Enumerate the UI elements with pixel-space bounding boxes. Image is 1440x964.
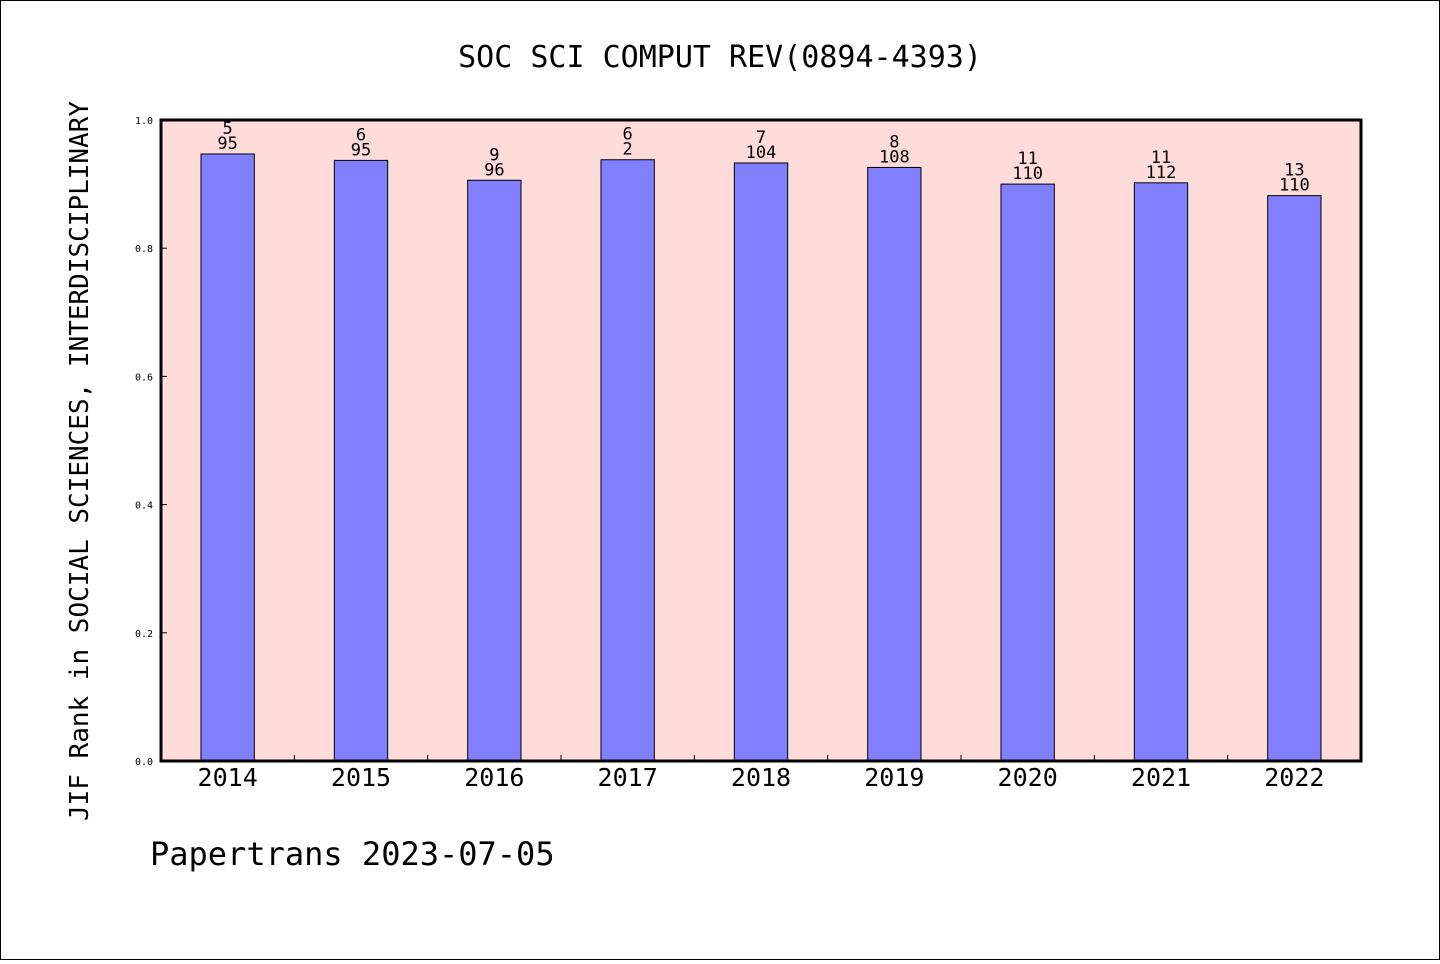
x-tick-label-2016: 2016	[464, 763, 524, 792]
x-tick-label-2017: 2017	[598, 763, 658, 792]
footer-credit: Papertrans 2023-07-05	[150, 835, 555, 873]
bar-2017	[600, 159, 655, 762]
data-label-total-2019: 108	[879, 147, 910, 167]
data-label-rank-2018: 7	[756, 128, 766, 148]
data-label-rank-2015: 6	[356, 125, 366, 145]
bar-2018	[733, 162, 789, 762]
data-label-total-2016: 96	[484, 160, 504, 180]
bar-2021	[1133, 182, 1189, 762]
bar-2019	[867, 166, 922, 762]
data-label-total-2014: 95	[217, 134, 237, 154]
data-label-total-2015: 95	[351, 140, 371, 160]
bar-2015	[333, 159, 389, 762]
bar-2020	[1000, 183, 1055, 762]
data-label-total-2022: 110	[1279, 176, 1310, 196]
data-label-total-2021: 112	[1146, 163, 1177, 183]
y-tick-label: 0.0	[135, 757, 153, 768]
bar-2022	[1267, 195, 1322, 762]
x-tick-label-2018: 2018	[731, 763, 791, 792]
data-label-rank-2021: 11	[1151, 148, 1171, 168]
bar-2014	[200, 153, 255, 762]
y-tick-label: 1.0	[135, 116, 153, 127]
x-tick-label-2022: 2022	[1264, 763, 1324, 792]
x-axis-ticks: 2014 2015 2016 2017 2018 2019 2020 2021 2022	[198, 755, 1324, 792]
y-tick-label: 0.8	[135, 244, 153, 255]
x-tick-label-2021: 2021	[1131, 763, 1191, 792]
data-label-rank-2020: 11	[1017, 149, 1037, 169]
y-axis-label: JIF Rank in SOCIAL SCIENCES, INTERDISCIP…	[65, 101, 95, 821]
data-label-rank-2019: 8	[889, 132, 899, 152]
x-tick-label-2015: 2015	[331, 763, 391, 792]
bars-group	[200, 153, 1322, 762]
x-tick-label-2014: 2014	[198, 763, 258, 792]
y-tick-label: 0.4	[135, 501, 153, 512]
y-tick-label: 0.6	[135, 372, 153, 383]
plot-border	[159, 118, 1363, 763]
data-label-total-2017: 2	[623, 140, 633, 160]
bar-2016	[467, 179, 522, 762]
data-label-rank-2017: 6	[623, 125, 633, 145]
chart-title: SOC SCI COMPUT REV(0894-4393)	[458, 40, 982, 75]
data-label-total-2018: 104	[746, 143, 777, 163]
data-label-rank-2022: 13	[1284, 161, 1304, 181]
data-label-rank-2016: 9	[489, 145, 499, 165]
x-tick-label-2020: 2020	[998, 763, 1058, 792]
data-label-rank-2014: 5	[223, 119, 233, 139]
x-tick-label-2019: 2019	[864, 763, 924, 792]
y-tick-label: 0.2	[135, 629, 153, 640]
data-label-total-2020: 110	[1012, 164, 1043, 184]
